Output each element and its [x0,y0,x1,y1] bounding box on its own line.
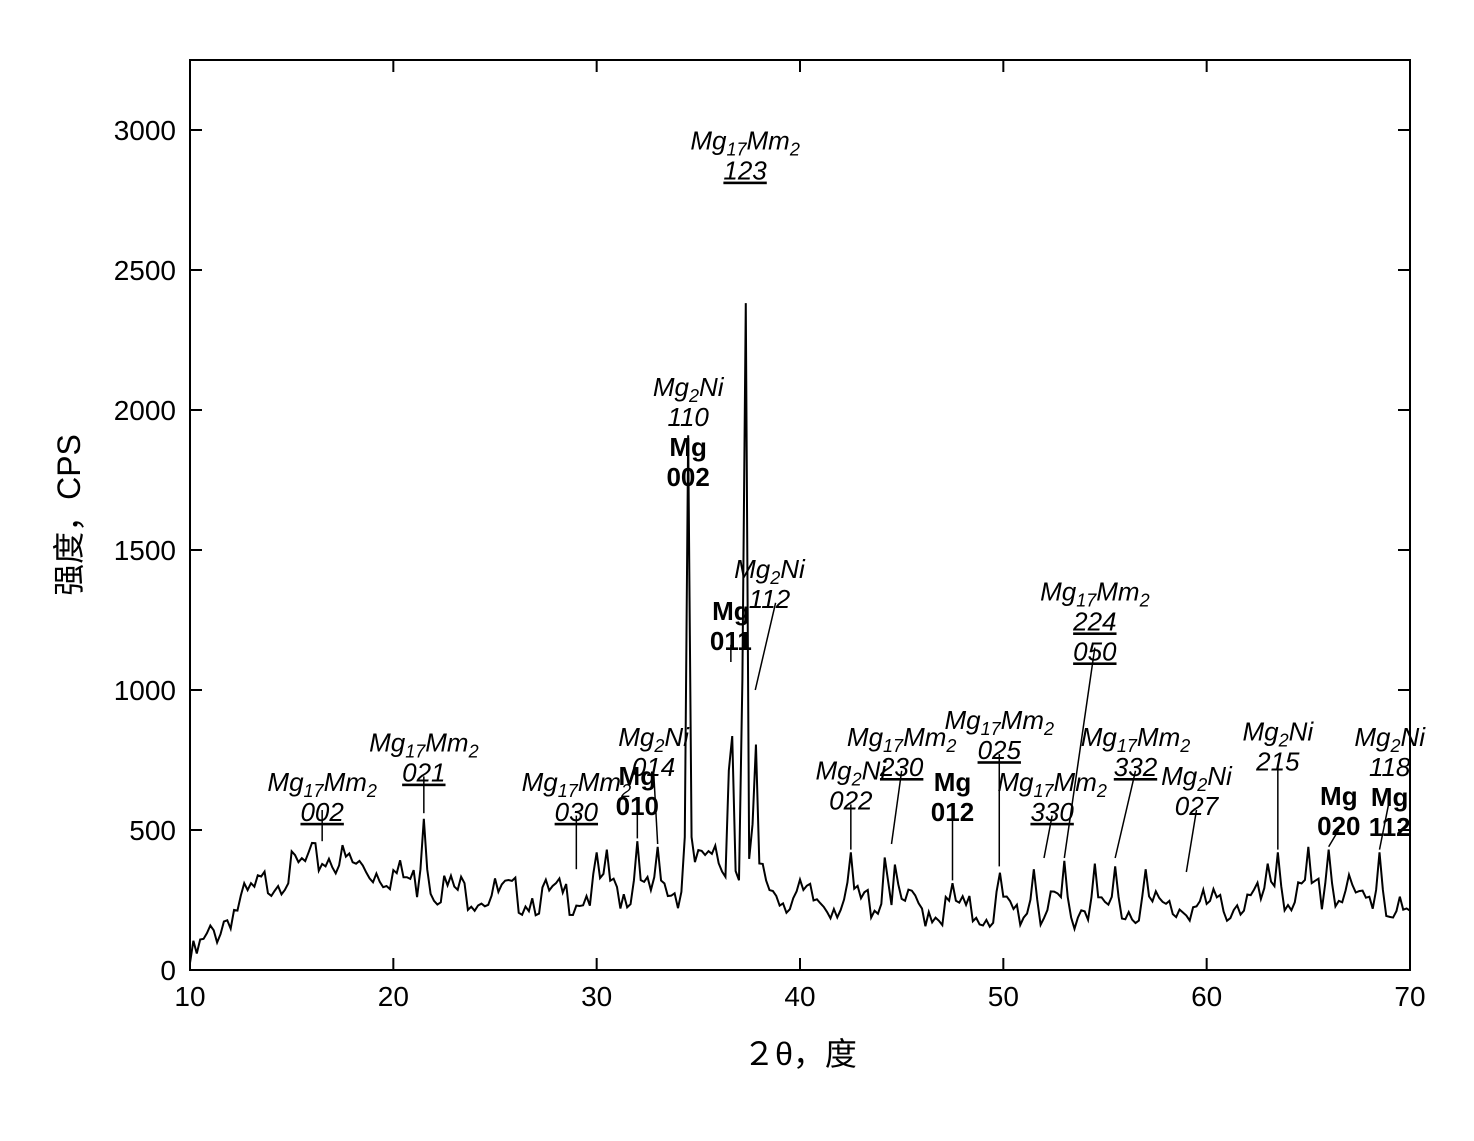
svg-text:30: 30 [581,981,612,1012]
svg-text:2000: 2000 [114,395,176,426]
peak-label: Mg2Ni110Mg002 [653,372,725,492]
peak-label: Mg2Ni022 [815,756,887,850]
svg-text:Mg17Mm2: Mg17Mm2 [1040,576,1150,610]
svg-text:Mg: Mg [669,432,707,462]
svg-text:Mg17Mm2: Mg17Mm2 [267,767,377,801]
svg-text:332: 332 [1114,752,1158,782]
svg-text:112: 112 [1369,812,1411,842]
svg-text:0: 0 [160,955,176,986]
svg-text:10: 10 [174,981,205,1012]
svg-text:Mg2Ni: Mg2Ni [1242,716,1314,750]
xrd-chart: 10203040506070050010001500200025003000 ２… [0,0,1474,1141]
svg-text:500: 500 [129,815,176,846]
svg-text:027: 027 [1175,791,1220,821]
svg-text:112: 112 [749,584,791,614]
peak-label: Mg2Ni118Mg112 [1354,722,1426,850]
svg-text:Mg2Ni: Mg2Ni [618,722,690,756]
peak-label: Mg020 [1317,781,1360,847]
peak-label: Mg2Ni215 [1242,716,1314,849]
svg-text:Mg2Ni: Mg2Ni [1354,722,1426,756]
peak-label: Mg011 [710,596,752,662]
svg-text:Mg2Ni: Mg2Ni [815,756,887,790]
peak-label: Mg012 [931,767,974,881]
svg-text:330: 330 [1030,797,1074,827]
svg-text:002: 002 [666,462,709,492]
svg-text:40: 40 [784,981,815,1012]
svg-text:Mg2Ni: Mg2Ni [653,372,725,406]
peak-label: Mg17Mm2123 [690,126,800,186]
svg-text:3000: 3000 [114,115,176,146]
svg-text:123: 123 [723,156,767,186]
svg-text:70: 70 [1394,981,1425,1012]
svg-text:Mg: Mg [1371,782,1409,812]
svg-text:Mg: Mg [934,767,972,797]
svg-text:Mg17Mm2: Mg17Mm2 [690,126,800,160]
svg-text:118: 118 [1369,752,1411,782]
svg-text:Mg17Mm2: Mg17Mm2 [847,722,957,756]
svg-text:1500: 1500 [114,535,176,566]
svg-text:60: 60 [1191,981,1222,1012]
chart-svg: 10203040506070050010001500200025003000 ２… [0,0,1474,1141]
svg-text:050: 050 [1073,636,1117,666]
svg-text:224: 224 [1072,606,1116,636]
y-axis-title: 强度，CPS [51,434,87,596]
peak-label: Mg17Mm2330 [997,767,1107,858]
peak-label: Mg2Ni027 [1161,761,1233,872]
svg-text:2500: 2500 [114,255,176,286]
svg-text:Mg2Ni: Mg2Ni [1161,761,1233,795]
svg-text:1000: 1000 [114,675,176,706]
svg-text:50: 50 [988,981,1019,1012]
svg-text:Mg2Ni: Mg2Ni [734,554,806,588]
svg-text:Mg: Mg [712,596,750,626]
svg-text:20: 20 [378,981,409,1012]
svg-text:110: 110 [667,402,709,432]
peak-label: Mg17Mm2002 [267,767,377,841]
svg-text:Mg: Mg [1320,781,1358,811]
svg-text:Mg17Mm2: Mg17Mm2 [997,767,1107,801]
svg-text:020: 020 [1317,811,1360,841]
x-axis-title: ２θ，度 [743,1036,857,1072]
svg-text:Mg17Mm2: Mg17Mm2 [1081,722,1191,756]
svg-text:Mg17Mm2: Mg17Mm2 [369,728,479,762]
svg-text:Mg17Mm2: Mg17Mm2 [945,705,1054,739]
peak-label: Mg17Mm2021 [369,728,479,814]
